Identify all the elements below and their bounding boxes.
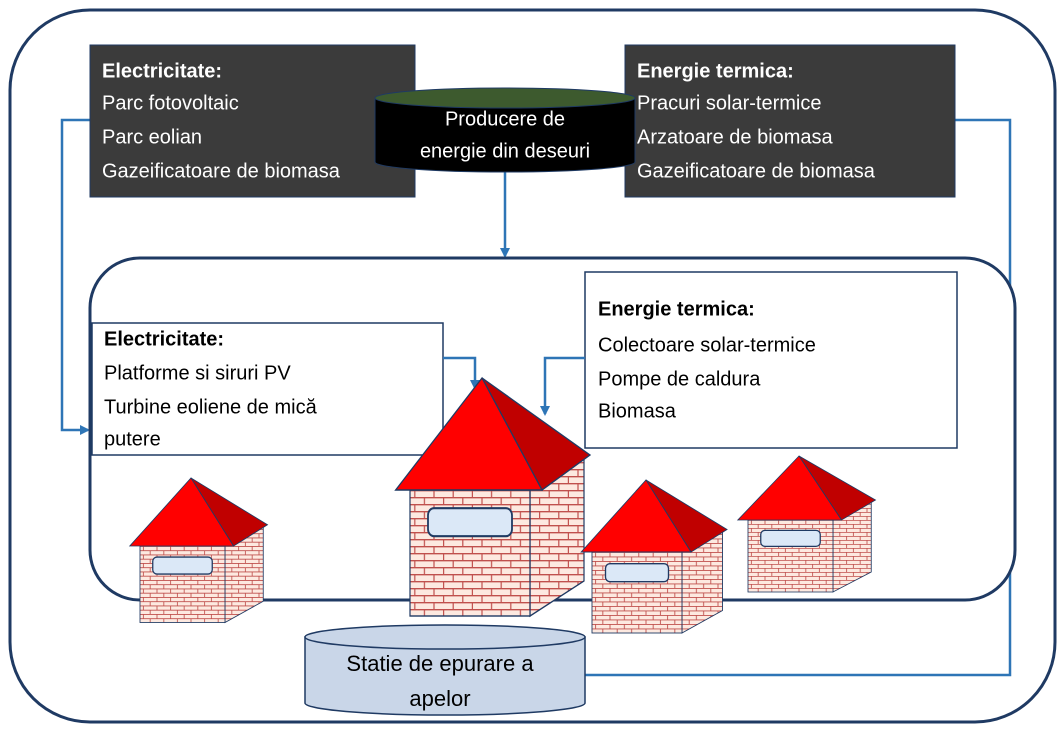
box-item: Arzatoare de biomasa	[637, 126, 834, 148]
cylinder-label: energie din deseuri	[420, 140, 590, 162]
cylinder-label: apelor	[409, 686, 470, 711]
box-title: Energie termica:	[637, 60, 794, 82]
box-item: Parc fotovoltaic	[102, 92, 239, 114]
box-item: Pompe de caldura	[598, 368, 761, 390]
box-title: Energie termica:	[598, 298, 755, 320]
box-title: Electricitate:	[104, 328, 224, 350]
box-item: Parc eolian	[102, 126, 202, 148]
box-item: Colectoare solar-termice	[598, 334, 816, 356]
box-title: Electricitate:	[102, 60, 222, 82]
box-item: Turbine eoliene de mică	[104, 396, 318, 418]
box-item: putere	[104, 428, 161, 450]
page: {"regional_electricity": {"title": "Elec…	[0, 0, 1064, 729]
box-item: Gazeificatoare de biomasa	[102, 160, 341, 182]
box-item: Pracuri solar-termice	[637, 92, 821, 114]
cylinder-label: Statie de epurare a	[346, 651, 534, 676]
cylinder-top	[375, 88, 635, 108]
diagram: Electricitate: Parc fotovoltaic Parc eol…	[0, 0, 1064, 729]
arrow	[62, 120, 90, 430]
cylinder-top	[305, 625, 585, 649]
box-item: Biomasa	[598, 400, 677, 422]
cylinder-label: Producere de	[445, 108, 565, 130]
box-item: Platforme si siruri PV	[104, 362, 291, 384]
box-item: Gazeificatoare de biomasa	[637, 160, 876, 182]
